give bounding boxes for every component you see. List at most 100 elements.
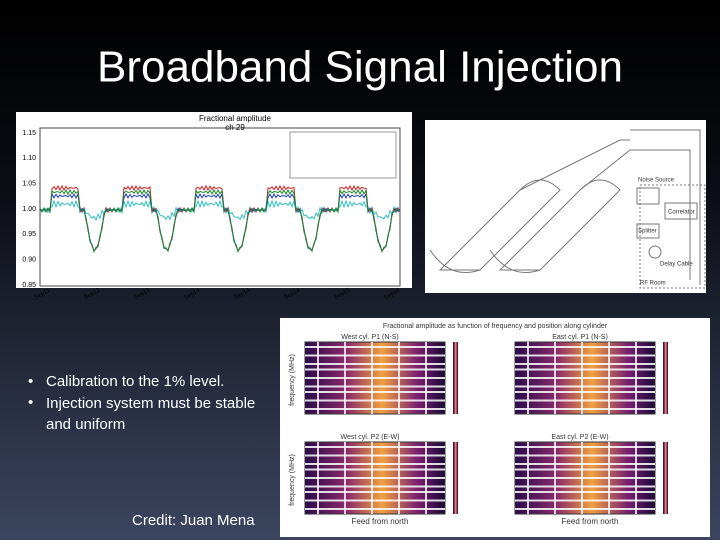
heatmap-stripe xyxy=(515,399,655,402)
heatmap-stripe xyxy=(527,342,529,414)
y-tick-label: 1.05 xyxy=(22,181,36,188)
heatmap-stripe xyxy=(305,399,445,402)
figure-title: Fractional amplitude xyxy=(199,114,272,123)
bullet-dot: • xyxy=(28,373,33,390)
heatmap-stripe xyxy=(554,442,556,514)
x-tick-label: Sep13 xyxy=(133,287,152,301)
heatmap-stripe xyxy=(515,385,655,388)
bullet-wrap: Injection system must be stable and unif… xyxy=(46,395,256,433)
curve xyxy=(39,199,401,222)
heatmap-stripe xyxy=(515,368,655,371)
diagram-label: Delay Cable xyxy=(660,262,693,268)
heatmap-stripe xyxy=(515,463,655,465)
heatmap-stripe xyxy=(515,377,655,379)
heatmap-stripe xyxy=(515,468,655,471)
diagram-label: Splitter xyxy=(638,229,657,235)
heatmap-stripe xyxy=(515,499,655,502)
heatmap-stripe xyxy=(515,491,655,493)
heatmap-stripe xyxy=(305,477,445,479)
heatmap-stripe xyxy=(305,385,445,388)
heatmap-stripe xyxy=(608,442,610,514)
heatmap-stripe xyxy=(527,442,529,514)
diagram-label: RF Room xyxy=(640,281,666,287)
x-tick-label: Sep14 xyxy=(183,287,202,301)
heatmap-stripe xyxy=(344,342,346,414)
heatmap-stripe xyxy=(515,391,655,393)
heatmap-stripe xyxy=(425,342,427,414)
heatmap-stripe xyxy=(317,342,319,414)
y-tick-label: 1.15 xyxy=(22,130,36,137)
bullet: Injection system must be stable and unif… xyxy=(46,395,256,433)
heatmap-stripe xyxy=(317,442,319,514)
heatmap-stripe xyxy=(635,342,637,414)
heatmap-stripe xyxy=(305,354,445,357)
heatmap-stripe xyxy=(344,442,346,514)
slide-title: Broadband Signal Injection xyxy=(97,43,623,92)
heatmap-stripe xyxy=(305,368,445,371)
heatmap-stripe xyxy=(305,454,445,457)
heatmap-stripe xyxy=(581,442,583,514)
heatmap-stripe xyxy=(305,485,445,488)
heatmap-stripe xyxy=(305,468,445,471)
heatmap-stripe xyxy=(515,408,655,410)
y-tick-label: 1.10 xyxy=(22,155,36,162)
heatmap-stripe xyxy=(305,391,445,393)
heatmap-stripe xyxy=(635,442,637,514)
heatmap-stripe xyxy=(305,491,445,493)
heatmap-stripe xyxy=(515,354,655,357)
plot-frame xyxy=(39,127,401,287)
heatmap-stripe xyxy=(608,342,610,414)
heatmap-stripe xyxy=(305,508,445,510)
panel-title: East cyl. P2 (E-W) xyxy=(551,434,608,441)
bullet-dot: • xyxy=(28,394,33,411)
heatmap-stripe xyxy=(305,446,445,448)
heatmap-stripe xyxy=(515,446,655,448)
x-tick-label: Sep11 xyxy=(33,287,51,301)
diagram-label: Correlator xyxy=(668,210,695,216)
heatmap-stripe xyxy=(371,442,373,514)
x-tick-label: Sep14 xyxy=(283,287,302,301)
diagram-bg xyxy=(425,120,706,293)
heatmap-stripe xyxy=(398,442,400,514)
panel-title: West cyl. P1 (N-S) xyxy=(341,334,398,341)
heatmap-stripe xyxy=(425,442,427,514)
y-tick-label: 0.90 xyxy=(22,257,36,264)
heatmap-stripe xyxy=(581,342,583,414)
panel-title: East cyl. P1 (N-S) xyxy=(552,334,608,341)
x-tick-label: Sep16 xyxy=(383,287,402,301)
heatmap-stripe xyxy=(515,485,655,488)
heatmap-stripe xyxy=(515,363,655,365)
heatmap-stripe xyxy=(305,463,445,465)
heatmap-stripe xyxy=(305,408,445,410)
x-tick-label: Sep14 xyxy=(233,287,252,301)
x-label: Feed from north xyxy=(352,517,409,526)
panel-title: West cyl. P2 (E-W) xyxy=(341,434,400,441)
heatmap-stripe xyxy=(554,342,556,414)
figure-right-title: Fractional amplitude as function of freq… xyxy=(383,323,608,330)
heatmap-stripe xyxy=(398,342,400,414)
credit: Credit: Juan Mena xyxy=(132,512,255,529)
x-tick-label: Sep12 xyxy=(83,287,102,301)
bullet: Calibration to the 1% level. xyxy=(46,373,224,390)
colorbar xyxy=(663,342,668,414)
y-tick-label: 1.00 xyxy=(22,206,36,213)
y-label: frequency (MHz) xyxy=(289,454,296,506)
heatmap-stripe xyxy=(515,454,655,457)
heatmap-stripe xyxy=(515,508,655,510)
legend-box xyxy=(289,131,397,179)
heatmap-stripe xyxy=(371,342,373,414)
y-tick-label: 0.95 xyxy=(22,231,36,238)
heatmap-stripe xyxy=(515,477,655,479)
colorbar xyxy=(453,342,458,414)
figure-subtitle: ch 29 xyxy=(225,123,245,132)
heatmap-stripe xyxy=(305,499,445,502)
curve xyxy=(39,188,401,254)
y-label: frequency (MHz) xyxy=(289,354,296,406)
heatmap-stripe xyxy=(515,346,655,348)
heatmap-stripe xyxy=(305,363,445,365)
diagram-label: Noise Source xyxy=(638,178,675,184)
x-tick-label: Sep15 xyxy=(333,287,352,301)
colorbar xyxy=(453,442,458,514)
